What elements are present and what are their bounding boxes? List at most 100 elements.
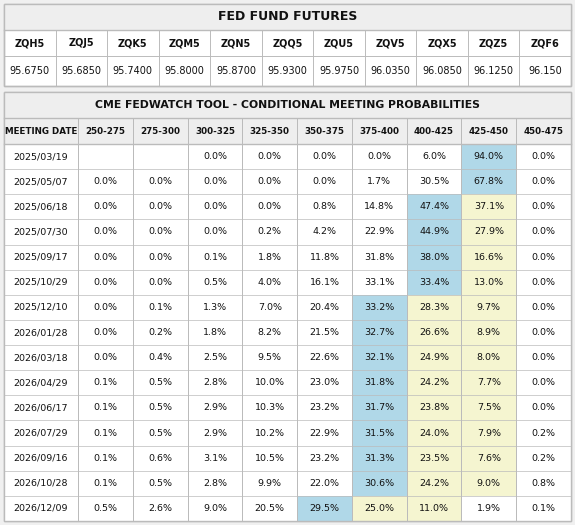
Text: 0.0%: 0.0% [258, 177, 282, 186]
Bar [462, 144, 516, 169]
Bar [462, 270, 516, 295]
Bar [133, 219, 187, 245]
Bar [4, 92, 571, 118]
Text: 16.1%: 16.1% [309, 278, 339, 287]
Bar [4, 370, 78, 395]
Text: 7.6%: 7.6% [477, 454, 501, 463]
Bar [187, 471, 242, 496]
Bar [133, 270, 187, 295]
Text: 38.0%: 38.0% [419, 253, 449, 261]
Bar [352, 421, 407, 446]
Text: 0.2%: 0.2% [532, 428, 555, 437]
Text: 350-375: 350-375 [305, 127, 344, 135]
Text: 0.0%: 0.0% [93, 253, 117, 261]
Text: 450-475: 450-475 [524, 127, 564, 135]
Text: 0.0%: 0.0% [203, 202, 227, 212]
Bar [462, 345, 516, 370]
Bar [187, 270, 242, 295]
Text: 94.0%: 94.0% [474, 152, 504, 161]
Text: 10.0%: 10.0% [255, 379, 285, 387]
Text: 23.0%: 23.0% [309, 379, 340, 387]
Bar [4, 295, 78, 320]
Text: 67.8%: 67.8% [474, 177, 504, 186]
Bar [407, 496, 462, 521]
Text: 33.2%: 33.2% [364, 303, 394, 312]
Bar [78, 370, 133, 395]
Bar [242, 219, 297, 245]
Text: 0.5%: 0.5% [203, 278, 227, 287]
Bar [4, 471, 78, 496]
Bar [242, 320, 297, 345]
Text: 0.0%: 0.0% [148, 202, 172, 212]
Text: 0.0%: 0.0% [532, 403, 555, 413]
Bar [187, 144, 242, 169]
Bar [407, 320, 462, 345]
Bar [407, 295, 462, 320]
Text: 0.0%: 0.0% [203, 227, 227, 236]
Text: 95.8700: 95.8700 [216, 66, 256, 76]
Bar [242, 395, 297, 421]
Bar [462, 194, 516, 219]
Bar [242, 169, 297, 194]
Text: 95.8000: 95.8000 [164, 66, 204, 76]
Text: 4.0%: 4.0% [258, 278, 282, 287]
Text: 10.5%: 10.5% [255, 454, 285, 463]
Bar [78, 245, 133, 270]
Text: 0.1%: 0.1% [532, 504, 555, 513]
Bar [297, 345, 352, 370]
Bar [242, 421, 297, 446]
Text: 22.0%: 22.0% [309, 479, 339, 488]
Bar [187, 395, 242, 421]
Text: 2026/06/17: 2026/06/17 [14, 403, 68, 413]
Bar [4, 4, 571, 86]
Text: 20.5%: 20.5% [255, 504, 285, 513]
Bar [242, 144, 297, 169]
Bar [516, 270, 571, 295]
Bar [4, 446, 78, 471]
Text: 0.8%: 0.8% [312, 202, 336, 212]
Text: 375-400: 375-400 [359, 127, 399, 135]
Text: 28.3%: 28.3% [419, 303, 449, 312]
Text: ZQM5: ZQM5 [168, 38, 200, 48]
Text: ZQU5: ZQU5 [324, 38, 354, 48]
Text: 3.1%: 3.1% [203, 454, 227, 463]
Bar [297, 270, 352, 295]
Bar [187, 320, 242, 345]
Text: 0.5%: 0.5% [148, 379, 172, 387]
Bar [516, 144, 571, 169]
Text: 33.1%: 33.1% [364, 278, 394, 287]
Text: 0.0%: 0.0% [93, 303, 117, 312]
Bar [352, 245, 407, 270]
Text: ZQF6: ZQF6 [531, 38, 559, 48]
Text: FED FUND FUTURES: FED FUND FUTURES [218, 10, 357, 24]
Bar [407, 471, 462, 496]
Text: 325-350: 325-350 [250, 127, 290, 135]
Bar [297, 421, 352, 446]
Text: 23.5%: 23.5% [419, 454, 449, 463]
Text: 0.1%: 0.1% [93, 428, 117, 437]
Text: 44.9%: 44.9% [419, 227, 449, 236]
Bar [4, 421, 78, 446]
Bar [78, 395, 133, 421]
Text: ZQH5: ZQH5 [14, 38, 45, 48]
Bar [78, 219, 133, 245]
Bar [297, 169, 352, 194]
Text: 0.4%: 0.4% [148, 353, 172, 362]
Text: 2025/07/30: 2025/07/30 [14, 227, 68, 236]
Bar [297, 295, 352, 320]
Text: 24.9%: 24.9% [419, 353, 449, 362]
Bar [462, 320, 516, 345]
Bar [516, 370, 571, 395]
Text: 23.2%: 23.2% [309, 454, 340, 463]
Text: 96.150: 96.150 [528, 66, 562, 76]
Text: 2.8%: 2.8% [203, 479, 227, 488]
Text: ZQN5: ZQN5 [221, 38, 251, 48]
Text: 0.0%: 0.0% [93, 202, 117, 212]
Text: 0.0%: 0.0% [312, 152, 336, 161]
Bar [78, 471, 133, 496]
Text: ZQV5: ZQV5 [376, 38, 405, 48]
Text: 0.0%: 0.0% [532, 303, 555, 312]
Text: 7.9%: 7.9% [477, 428, 501, 437]
Text: 47.4%: 47.4% [419, 202, 449, 212]
Bar [407, 219, 462, 245]
